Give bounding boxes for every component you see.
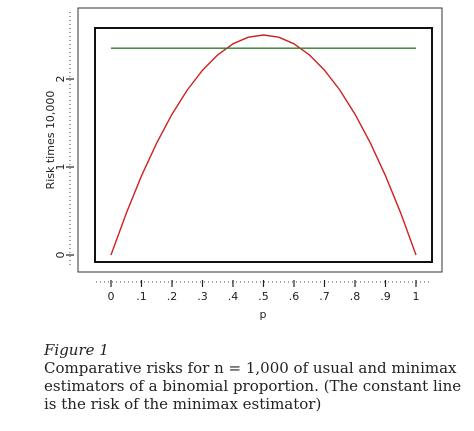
caption-text: Comparative risks for n = 1,000 of usual… [44,359,462,413]
x-tick-label: .1 [136,290,147,303]
figure-caption: Figure 1 Comparative risks for n = 1,000… [44,341,464,413]
usual-estimator-risk-curve [110,34,417,256]
x-tick-label: .2 [167,290,178,303]
y-axis-label: Risk times 10,000 [44,91,57,190]
x-tick-label: .9 [380,290,391,303]
x-axis-label: p [260,308,267,321]
x-tick-label: 1 [413,290,420,303]
y-tick-label: 1 [54,164,67,171]
plot-area-border [94,27,433,263]
x-tick-label: .7 [319,290,330,303]
caption-heading: Figure 1 [44,341,109,359]
x-tick-label: .3 [197,290,208,303]
y-tick-label: 0 [54,252,67,259]
x-tick-label: 0 [108,290,115,303]
x-tick-label: .5 [258,290,269,303]
y-tick-label: 2 [54,76,67,83]
outer-frame [77,7,443,273]
x-tick-label: .8 [350,290,361,303]
x-tick-label: .6 [289,290,300,303]
x-tick-label: .4 [228,290,239,303]
risk-chart: 0 .1 .2 .3 .4 .5 .6 .7 .8 .9 1 0 1 2 p Risk times 10,0… [44,7,443,321]
